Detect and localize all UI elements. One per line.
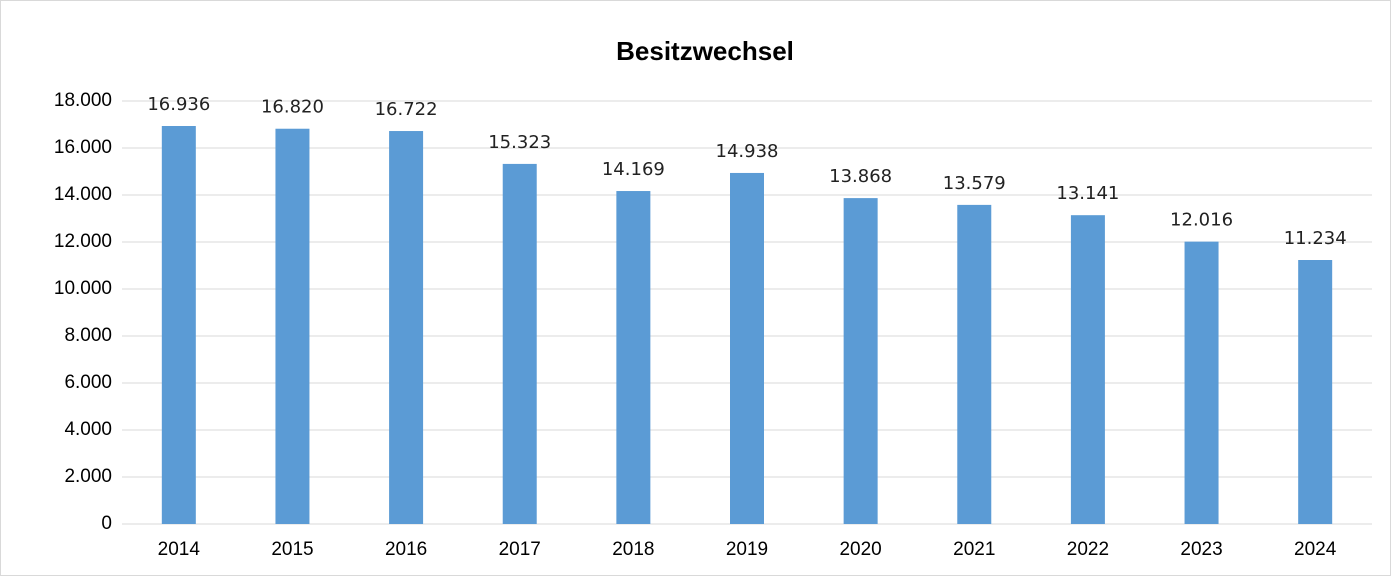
x-tick-label: 2014 [158,539,201,560]
value-label: 14.169 [602,159,665,180]
y-tick-label: 0 [101,513,112,534]
x-tick-label: 2018 [612,539,654,560]
x-tick-label: 2015 [271,539,313,560]
bar [1184,241,1219,524]
y-tick-label: 16.000 [54,137,112,158]
y-tick-label: 12.000 [54,231,112,252]
bar [161,126,196,524]
bar [616,191,651,524]
value-label: 13.141 [1056,183,1119,204]
x-tick-label: 2019 [726,539,768,560]
value-label: 16.722 [375,99,438,120]
bar [957,204,992,524]
value-label: 13.868 [829,166,892,187]
value-label: 16.820 [261,97,324,118]
value-label: 15.323 [488,132,551,153]
y-tick-label: 4.000 [64,419,112,440]
bar [502,163,537,525]
value-label: 11.234 [1284,228,1347,249]
bar [275,128,310,525]
y-tick-label: 8.000 [64,325,112,346]
x-tick-label: 2024 [1294,539,1337,560]
y-tick-label: 14.000 [54,184,112,205]
value-label: 13.579 [943,173,1006,194]
x-tick-label: 2022 [1067,539,1109,560]
y-tick-label: 10.000 [54,278,112,299]
value-label: 12.016 [1170,210,1233,231]
x-tick-label: 2016 [385,539,427,560]
y-tick-label: 18.000 [54,90,112,111]
bar [1298,260,1333,524]
bar [730,172,764,524]
bar [843,198,878,525]
chart-title: Besitzwechsel [616,36,794,66]
x-tick-label: 2017 [499,539,541,560]
x-tick-label: 2021 [953,539,995,560]
bar [389,131,424,524]
y-tick-label: 6.000 [64,372,112,393]
bar [1070,215,1105,524]
value-label: 16.936 [147,94,210,115]
y-tick-label: 2.000 [64,466,112,487]
value-label: 14.938 [716,141,779,162]
x-tick-label: 2023 [1180,539,1222,560]
x-tick-label: 2020 [839,539,881,560]
